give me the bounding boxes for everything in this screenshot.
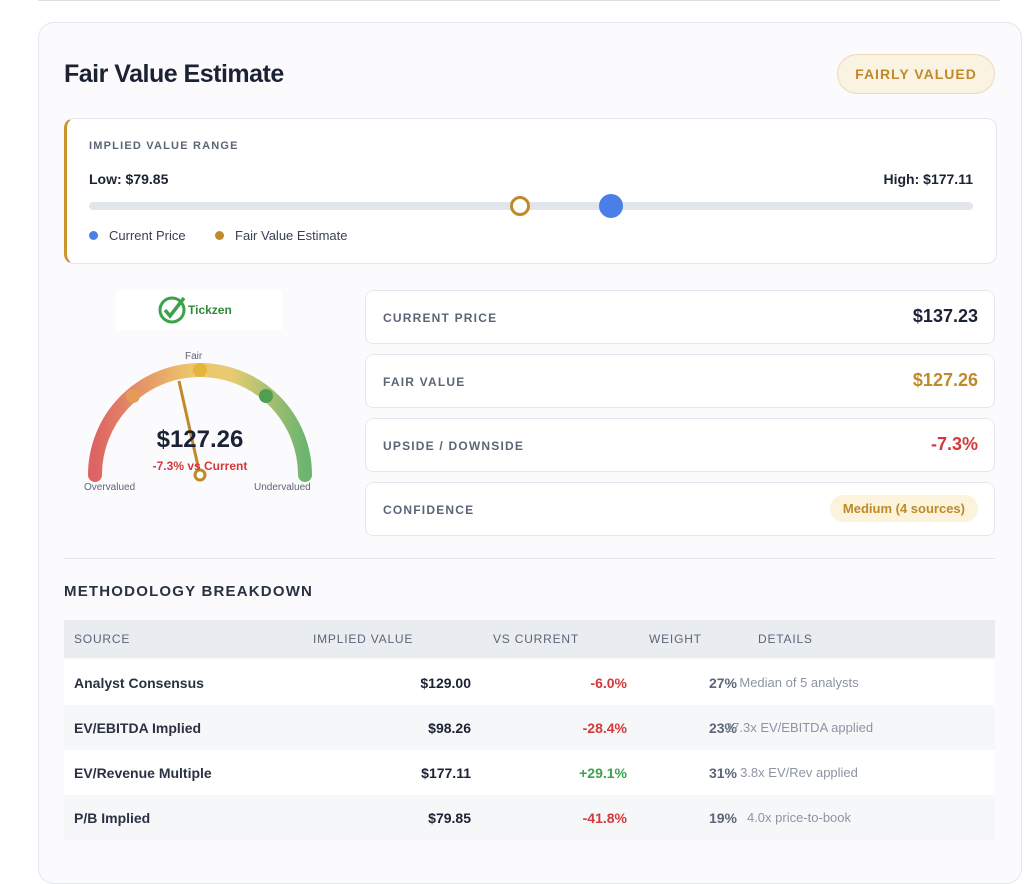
confidence-badge: Medium (4 sources) (829, 495, 978, 522)
metric-label: CONFIDENCE (383, 503, 475, 517)
legend-label: Current Price (109, 228, 186, 243)
cell: $98.26 (428, 720, 471, 736)
range-label: IMPLIED VALUE RANGE (89, 140, 239, 152)
metric-value: $137.23 (912, 306, 978, 326)
fair-marker (509, 196, 530, 216)
gauge-right-label: Undervalued (254, 482, 311, 493)
divider (64, 558, 995, 559)
metric-card: FAIR VALUE $127.26 (365, 354, 995, 408)
logo-text: Tickzen (188, 303, 232, 317)
logo-icon (158, 296, 186, 324)
range-track (89, 202, 973, 210)
cell: -6.0% (590, 675, 627, 691)
table-row: P/B Implied $79.85 -41.8% 19% 4.0x price-to-… (64, 795, 995, 840)
cell: $177.11 (421, 765, 471, 781)
gauge-delta: -7.3% vs Current (152, 459, 248, 473)
table-header (64, 620, 995, 658)
cell: 23% (708, 720, 737, 736)
range-high: High: $177.11 (883, 171, 974, 187)
legend-label: Fair Value Estimate (235, 228, 348, 243)
gauge-top-label: Fair (185, 351, 203, 362)
gauge (88, 363, 312, 482)
metric-label: CURRENT PRICE (383, 311, 498, 325)
cell: 4.0x price-to-book (746, 810, 852, 825)
cell: Median of 5 analysts (739, 675, 859, 690)
cell: -41.8% (582, 810, 627, 826)
range-low: Low: $79.85 (89, 171, 169, 187)
metric-label: UPSIDE / DOWNSIDE (383, 439, 525, 453)
legend-dot (215, 231, 224, 240)
table-row: Analyst Consensus $129.00 -6.0% 27% Median o… (64, 660, 995, 705)
section-title: METHODOLOGY BREAKDOWN (64, 583, 314, 600)
column-header: DETAILS (758, 632, 813, 646)
cell: EV/EBITDA Implied (74, 720, 202, 736)
status-badge: FAIRLY VALUED (837, 54, 995, 94)
column-header: SOURCE (74, 632, 131, 646)
cell: 31% (708, 765, 737, 781)
current-marker (598, 194, 623, 218)
gauge-left-label: Overvalued (84, 482, 136, 493)
metric-card: UPSIDE / DOWNSIDE -7.3% (365, 418, 995, 472)
gauge-value: $127.26 (156, 426, 244, 453)
cell: -28.4% (582, 720, 627, 736)
column-header: WEIGHT (649, 632, 702, 646)
legend-dot (89, 231, 98, 240)
table-row: EV/Revenue Multiple $177.11 +29.1% 31% 3.8x … (64, 750, 995, 795)
logo-box (116, 290, 283, 330)
page: Fair Value Estimate FAIRLY VALUED IMPLIE… (38, 0, 1022, 884)
column-header: VS CURRENT (493, 632, 580, 646)
cell: 3.8x EV/Rev applied (740, 765, 858, 780)
cell: Analyst Consensus (74, 675, 204, 691)
cell: $129.00 (420, 675, 471, 691)
cell: $79.85 (428, 810, 471, 826)
cell: 27% (708, 675, 737, 691)
metric-card: CONFIDENCE Medium (4 sources) (365, 482, 995, 536)
cell: P/B Implied (74, 810, 151, 826)
cell: 27.3x EV/EBITDA applied (724, 720, 874, 735)
table-row: EV/EBITDA Implied $98.26 -28.4% 23% 27.3x EV… (64, 705, 995, 750)
metric-card: CURRENT PRICE $137.23 (365, 290, 995, 344)
metric-value: $127.26 (912, 370, 978, 390)
cell: +29.1% (579, 765, 627, 781)
cell: EV/Revenue Multiple (74, 765, 212, 781)
top-rule (38, 0, 1000, 1)
metric-value: -7.3% (930, 434, 978, 454)
metric-label: FAIR VALUE (383, 375, 466, 389)
title: Fair Value Estimate (64, 60, 284, 88)
column-header: IMPLIED VALUE (313, 632, 414, 646)
cell: 19% (708, 810, 737, 826)
